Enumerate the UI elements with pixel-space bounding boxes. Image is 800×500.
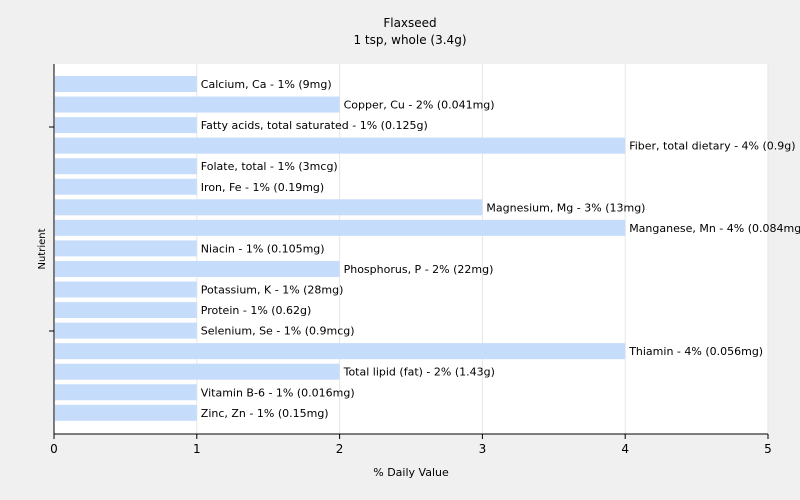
- bar-label: Potassium, K - 1% (28mg): [201, 284, 344, 297]
- y-axis-label: Nutrient: [37, 228, 48, 269]
- chart-subtitle: 1 tsp, whole (3.4g): [353, 33, 466, 47]
- x-axis-label: % Daily Value: [373, 466, 449, 479]
- bar-label: Vitamin B-6 - 1% (0.016mg): [201, 386, 355, 399]
- bar: [55, 96, 340, 113]
- bar: [55, 404, 197, 421]
- bar: [55, 178, 197, 195]
- bar-label: Protein - 1% (0.62g): [201, 304, 312, 317]
- bar-label: Calcium, Ca - 1% (9mg): [201, 78, 332, 91]
- bar-label: Selenium, Se - 1% (0.9mcg): [201, 325, 355, 338]
- bar: [55, 363, 340, 380]
- x-tick-label: 5: [764, 442, 772, 456]
- chart-title: Flaxseed: [383, 16, 436, 30]
- bar: [55, 281, 197, 298]
- bar-label: Magnesium, Mg - 3% (13mg): [486, 201, 645, 214]
- bar-label: Total lipid (fat) - 2% (1.43g): [343, 366, 495, 379]
- bar-label: Phosphorus, P - 2% (22mg): [344, 263, 494, 276]
- bar-label: Fiber, total dietary - 4% (0.9g): [629, 140, 795, 153]
- bar: [55, 260, 340, 277]
- bar: [55, 117, 197, 134]
- x-tick-label: 3: [479, 442, 487, 456]
- bar-label: Niacin - 1% (0.105mg): [201, 242, 325, 255]
- x-tick-label: 0: [50, 442, 58, 456]
- x-tick-label: 1: [193, 442, 201, 456]
- bar: [55, 137, 626, 154]
- bar-label: Copper, Cu - 2% (0.041mg): [344, 99, 495, 112]
- bar: [55, 158, 197, 175]
- bar-label: Thiamin - 4% (0.056mg): [628, 345, 763, 358]
- bar-label: Folate, total - 1% (3mcg): [201, 160, 338, 173]
- bar-label: Fatty acids, total saturated - 1% (0.125…: [201, 119, 428, 132]
- bar-label: Iron, Fe - 1% (0.19mg): [201, 181, 324, 194]
- axes: [49, 64, 769, 439]
- bar: [55, 302, 197, 319]
- bar: [55, 322, 197, 339]
- x-tick-labels: 0 1 2 3 4 5: [50, 442, 772, 456]
- bar-label: Manganese, Mn - 4% (0.084mg): [629, 222, 800, 235]
- bar: [55, 384, 197, 401]
- bar: [55, 76, 197, 92]
- bar: [55, 240, 197, 257]
- bar: [55, 199, 483, 216]
- bar-label: Zinc, Zn - 1% (0.15mg): [201, 407, 329, 420]
- bar: [55, 219, 626, 236]
- bar-labels: Calcium, Ca - 1% (9mg) Copper, Cu - 2% (0…: [201, 78, 800, 420]
- x-tick-label: 2: [336, 442, 344, 456]
- x-tick-label: 4: [621, 442, 629, 456]
- bars: [55, 76, 626, 421]
- bar: [55, 343, 626, 360]
